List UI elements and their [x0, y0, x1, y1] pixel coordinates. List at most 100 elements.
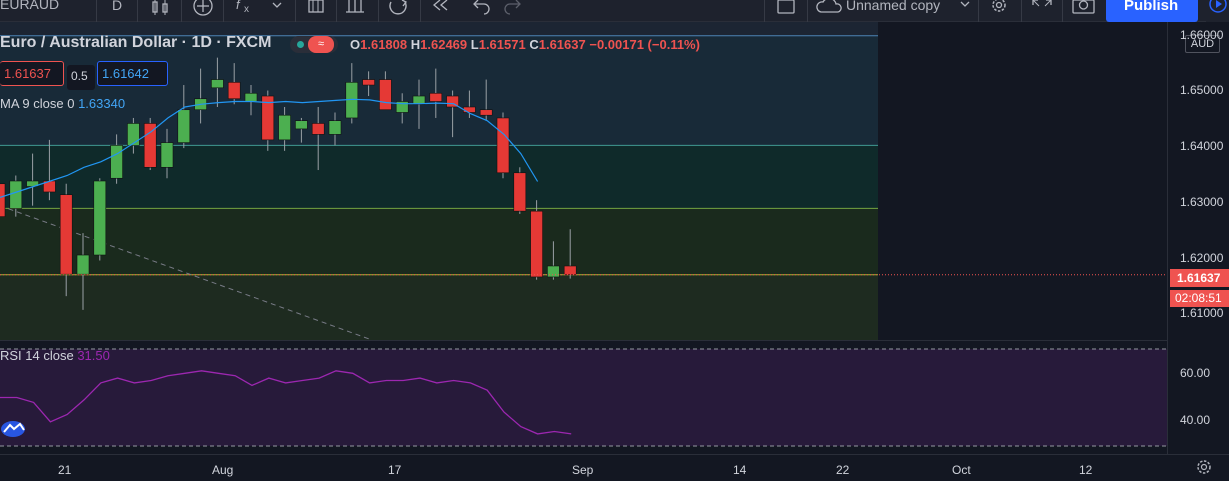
candle-down — [429, 92, 443, 102]
candle-down — [513, 172, 527, 212]
candle-down — [463, 106, 476, 113]
close-value: 1.61637 — [538, 37, 586, 52]
close-label: C — [529, 37, 539, 52]
last-price-tag: 1.61637 — [1170, 269, 1229, 287]
time-tick: 12 — [1079, 463, 1093, 477]
rsi-legend-label: RSI 14 close — [0, 348, 74, 363]
currency-badge[interactable]: AUD — [1185, 35, 1220, 53]
candle-up — [244, 92, 258, 102]
gear-icon[interactable] — [1195, 458, 1213, 476]
price-chart[interactable] — [0, 22, 1167, 341]
fib-zones — [0, 22, 878, 341]
market-open-dot — [297, 41, 304, 48]
candle-down — [59, 194, 73, 275]
rsi-legend-value: 31.50 — [77, 348, 110, 363]
play-circle-icon — [1209, 0, 1227, 13]
candle-down — [143, 123, 157, 168]
market-status-pill[interactable]: ≈ — [290, 36, 338, 53]
buy-sell-panel: 1.61637 0.5 1.61642 — [0, 61, 170, 90]
candle-down — [479, 109, 493, 116]
candle-down — [311, 123, 325, 135]
symbol-search[interactable]: EURAUD — [0, 0, 60, 12]
change-value: −0.00171 (−0.11%) — [589, 37, 700, 52]
toolbar-divider — [764, 0, 765, 22]
ma-legend-value: 1.63340 — [78, 96, 126, 111]
layout-square-icon[interactable] — [776, 0, 798, 16]
main-chart-pane[interactable] — [0, 22, 1167, 341]
time-tick: 22 — [836, 463, 850, 477]
candles-style-icon[interactable] — [150, 0, 172, 16]
time-tick: 14 — [733, 463, 747, 477]
price-tick: 1.62000 — [1180, 251, 1224, 265]
time-tick: Sep — [572, 463, 594, 477]
candle-down — [379, 79, 392, 111]
fullscreen-icon[interactable] — [1031, 0, 1053, 16]
price-axis[interactable] — [1167, 22, 1229, 454]
redo-icon[interactable] — [502, 0, 524, 16]
alert-icon[interactable] — [345, 0, 367, 16]
chevron-down-icon[interactable] — [958, 0, 972, 16]
publish-button[interactable]: Publish — [1106, 0, 1198, 22]
ma-legend-label: MA 9 close 0 — [0, 96, 75, 111]
toolbar-divider — [1062, 0, 1063, 22]
ohlc-legend: O1.61808 H1.62469 L1.61571 C1.61637 −0.0… — [350, 37, 700, 52]
toolbar-divider — [223, 0, 224, 22]
toolbar-divider — [420, 0, 421, 22]
ma-legend[interactable]: MA 9 close 0 1.63340 — [0, 96, 125, 111]
sell-button[interactable]: 1.61637 — [0, 61, 64, 86]
rewind-icon[interactable] — [430, 0, 452, 16]
buy-button[interactable]: 1.61642 — [97, 61, 168, 86]
camera-snapshot-icon[interactable] — [1072, 0, 1096, 16]
high-label: H — [410, 37, 421, 52]
svg-text:f: f — [236, 0, 241, 12]
rsi-legend[interactable]: RSI 14 close 31.50 — [0, 348, 110, 363]
bar-countdown-tag: 02:08:51 — [1170, 290, 1229, 307]
toolbar-divider — [807, 0, 808, 22]
rsi-line — [0, 370, 572, 435]
toolbar-divider — [978, 0, 979, 22]
gear-icon[interactable] — [988, 0, 1010, 16]
ma-line — [0, 98, 539, 198]
chevron-down-icon[interactable] — [270, 0, 284, 16]
candle-up — [127, 123, 140, 146]
indicators-icon[interactable]: f x — [235, 0, 259, 16]
interval-selector[interactable]: D — [112, 0, 123, 13]
low-label: L — [470, 37, 479, 52]
templates-icon[interactable] — [306, 0, 328, 16]
rsi-chart[interactable] — [0, 341, 1167, 454]
fib-zone — [0, 274, 878, 340]
rsi-tick: 60.00 — [1180, 366, 1211, 380]
replay-icon[interactable] — [388, 0, 410, 16]
undo-icon[interactable] — [470, 0, 492, 16]
price-tick: 1.65000 — [1180, 83, 1224, 97]
candle-up — [93, 180, 107, 256]
candle-up — [328, 120, 342, 135]
symbol-legend-title[interactable]: Euro / Australian Dollar · 1D · FXCM — [0, 34, 272, 51]
top-toolbar: EURAUD D f x — [0, 0, 1229, 22]
candle-up — [295, 120, 308, 130]
compare-add-icon[interactable] — [192, 0, 214, 16]
candle-up — [76, 254, 90, 275]
time-tick: 21 — [58, 463, 72, 477]
data-problem-icon: ≈ — [308, 36, 334, 53]
fib-zone — [0, 208, 878, 275]
candle-down — [496, 117, 510, 174]
time-axis[interactable] — [0, 454, 1229, 481]
tradingview-logo-icon[interactable] — [0, 418, 28, 440]
publish-arrow-button[interactable] — [1206, 0, 1229, 22]
rsi-pane[interactable] — [0, 341, 1167, 454]
candle-down — [446, 95, 459, 108]
toolbar-divider — [1021, 0, 1022, 22]
candle-down — [227, 82, 241, 100]
layout-name[interactable]: Unnamed copy — [846, 0, 941, 13]
pane-divider[interactable] — [0, 340, 1229, 341]
cloud-save-icon[interactable] — [816, 0, 844, 16]
rsi-band — [0, 349, 1167, 446]
rsi-tick: 40.00 — [1180, 413, 1211, 427]
time-tick: 17 — [388, 463, 402, 477]
toolbar-divider — [336, 0, 337, 22]
candle-up — [547, 265, 560, 278]
price-tick: 1.64000 — [1180, 139, 1224, 153]
time-tick: Aug — [212, 463, 234, 477]
low-value: 1.61571 — [478, 37, 526, 52]
